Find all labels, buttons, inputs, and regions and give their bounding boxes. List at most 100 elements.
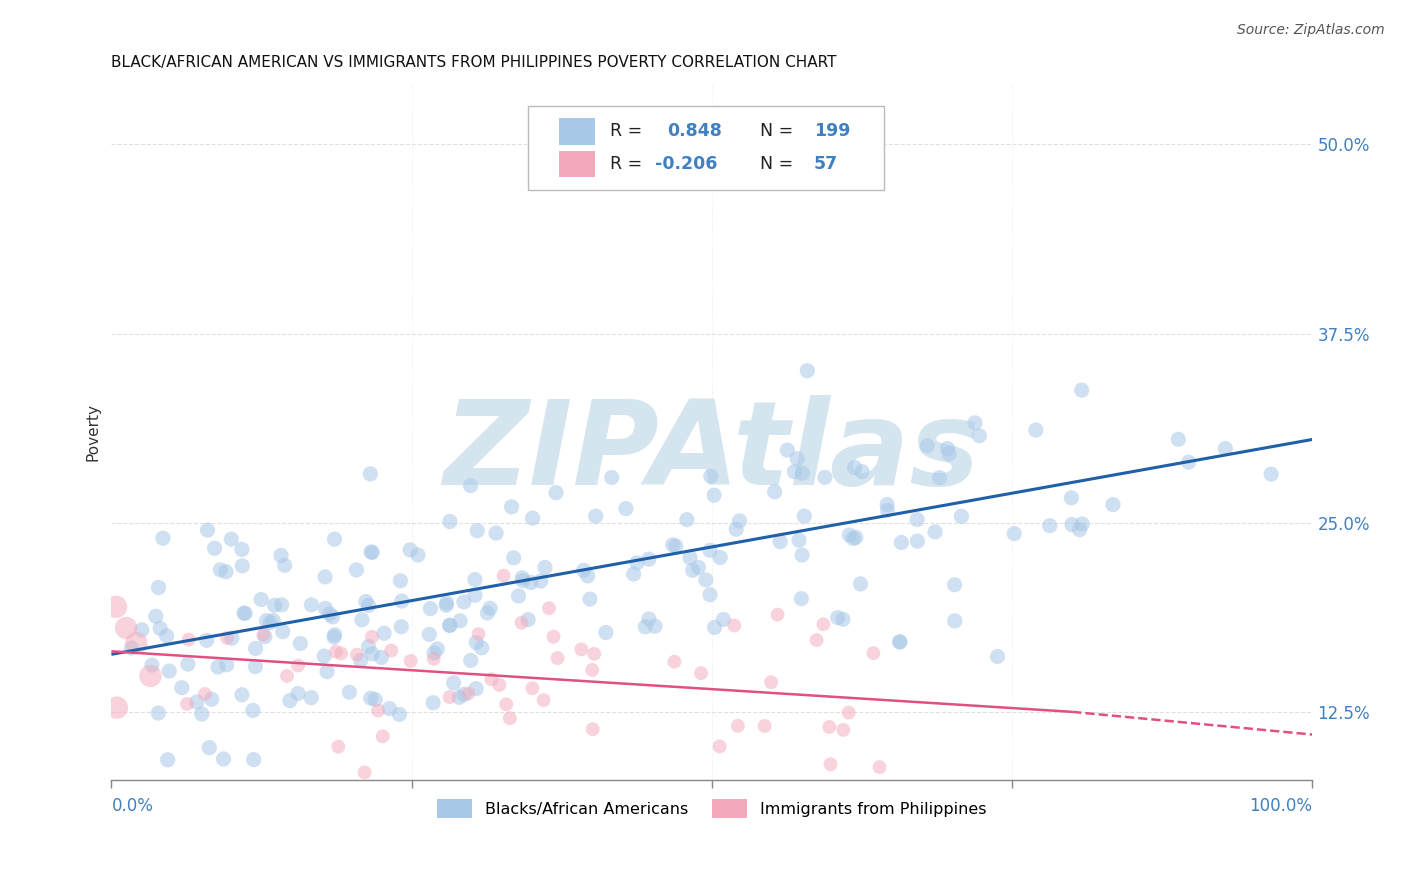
Point <box>198 740 221 755</box>
Point <box>357 640 380 654</box>
Point <box>361 630 384 644</box>
Point <box>443 676 465 690</box>
Point <box>1069 523 1091 537</box>
Point <box>212 752 235 766</box>
Text: N =: N = <box>761 154 793 172</box>
Point <box>818 720 841 734</box>
Point <box>148 706 170 720</box>
Point <box>299 690 322 705</box>
Point <box>439 515 461 529</box>
Point <box>328 739 350 754</box>
Point <box>533 693 555 707</box>
Point <box>319 607 342 621</box>
Point <box>204 541 226 556</box>
Text: -0.206: -0.206 <box>655 154 718 172</box>
Point <box>231 688 253 702</box>
Point <box>465 524 488 538</box>
Text: R =: R = <box>610 121 643 140</box>
Point <box>399 654 422 668</box>
Point <box>936 442 959 456</box>
Point <box>1060 491 1083 505</box>
Point <box>950 509 973 524</box>
Point <box>391 594 413 608</box>
Point <box>713 612 735 626</box>
Point <box>353 765 375 780</box>
Point <box>851 465 873 479</box>
Point <box>662 538 685 552</box>
Point <box>232 606 254 620</box>
Point <box>378 701 401 715</box>
Point <box>709 739 731 754</box>
Point <box>460 653 482 667</box>
Point <box>637 552 659 566</box>
Point <box>477 606 499 620</box>
Point <box>406 548 429 562</box>
Point <box>323 630 346 644</box>
Point <box>547 651 569 665</box>
Point <box>634 620 657 634</box>
Point <box>270 549 292 563</box>
Point <box>233 607 256 621</box>
Point <box>695 573 717 587</box>
Point <box>763 484 786 499</box>
Point <box>273 558 295 573</box>
Point <box>439 618 461 632</box>
Text: 57: 57 <box>814 154 838 172</box>
Point <box>465 635 488 649</box>
Point <box>287 686 309 700</box>
Point <box>796 364 818 378</box>
Point <box>316 665 339 679</box>
Point <box>479 672 502 686</box>
Point <box>314 601 336 615</box>
Point <box>832 723 855 737</box>
Text: N =: N = <box>761 121 793 140</box>
Point <box>517 613 540 627</box>
Point <box>844 460 866 475</box>
Point <box>367 704 389 718</box>
Point <box>242 753 264 767</box>
Point <box>195 633 218 648</box>
Point <box>728 514 751 528</box>
Point <box>679 550 702 565</box>
Point <box>832 612 855 626</box>
Text: Source: ZipAtlas.com: Source: ZipAtlas.com <box>1237 23 1385 37</box>
Point <box>426 642 449 657</box>
Point <box>838 706 860 720</box>
Point <box>325 644 347 658</box>
Point <box>360 691 382 706</box>
Point <box>583 647 606 661</box>
Point <box>344 563 367 577</box>
Point <box>699 543 721 558</box>
Point <box>152 531 174 545</box>
Point <box>700 469 723 483</box>
Point <box>380 643 402 657</box>
Point <box>614 501 637 516</box>
Point <box>688 560 710 574</box>
Point <box>862 646 884 660</box>
Point <box>209 563 232 577</box>
Point <box>436 596 458 610</box>
Point <box>245 659 267 673</box>
Point <box>388 707 411 722</box>
Point <box>337 685 360 699</box>
Point <box>1025 423 1047 437</box>
Point <box>842 532 865 546</box>
Y-axis label: Poverty: Poverty <box>86 403 100 461</box>
Point <box>849 577 872 591</box>
Point <box>314 570 336 584</box>
Point <box>439 690 461 704</box>
Point <box>250 592 273 607</box>
Point <box>786 451 808 466</box>
Point <box>876 503 898 517</box>
Point <box>569 642 592 657</box>
Point <box>827 610 849 624</box>
Point <box>360 545 382 559</box>
Point <box>790 548 813 562</box>
Point <box>510 571 533 585</box>
Point <box>194 687 217 701</box>
Point <box>252 627 274 641</box>
Point <box>754 719 776 733</box>
Point <box>221 631 243 645</box>
Point <box>215 565 238 579</box>
Point <box>905 512 928 526</box>
